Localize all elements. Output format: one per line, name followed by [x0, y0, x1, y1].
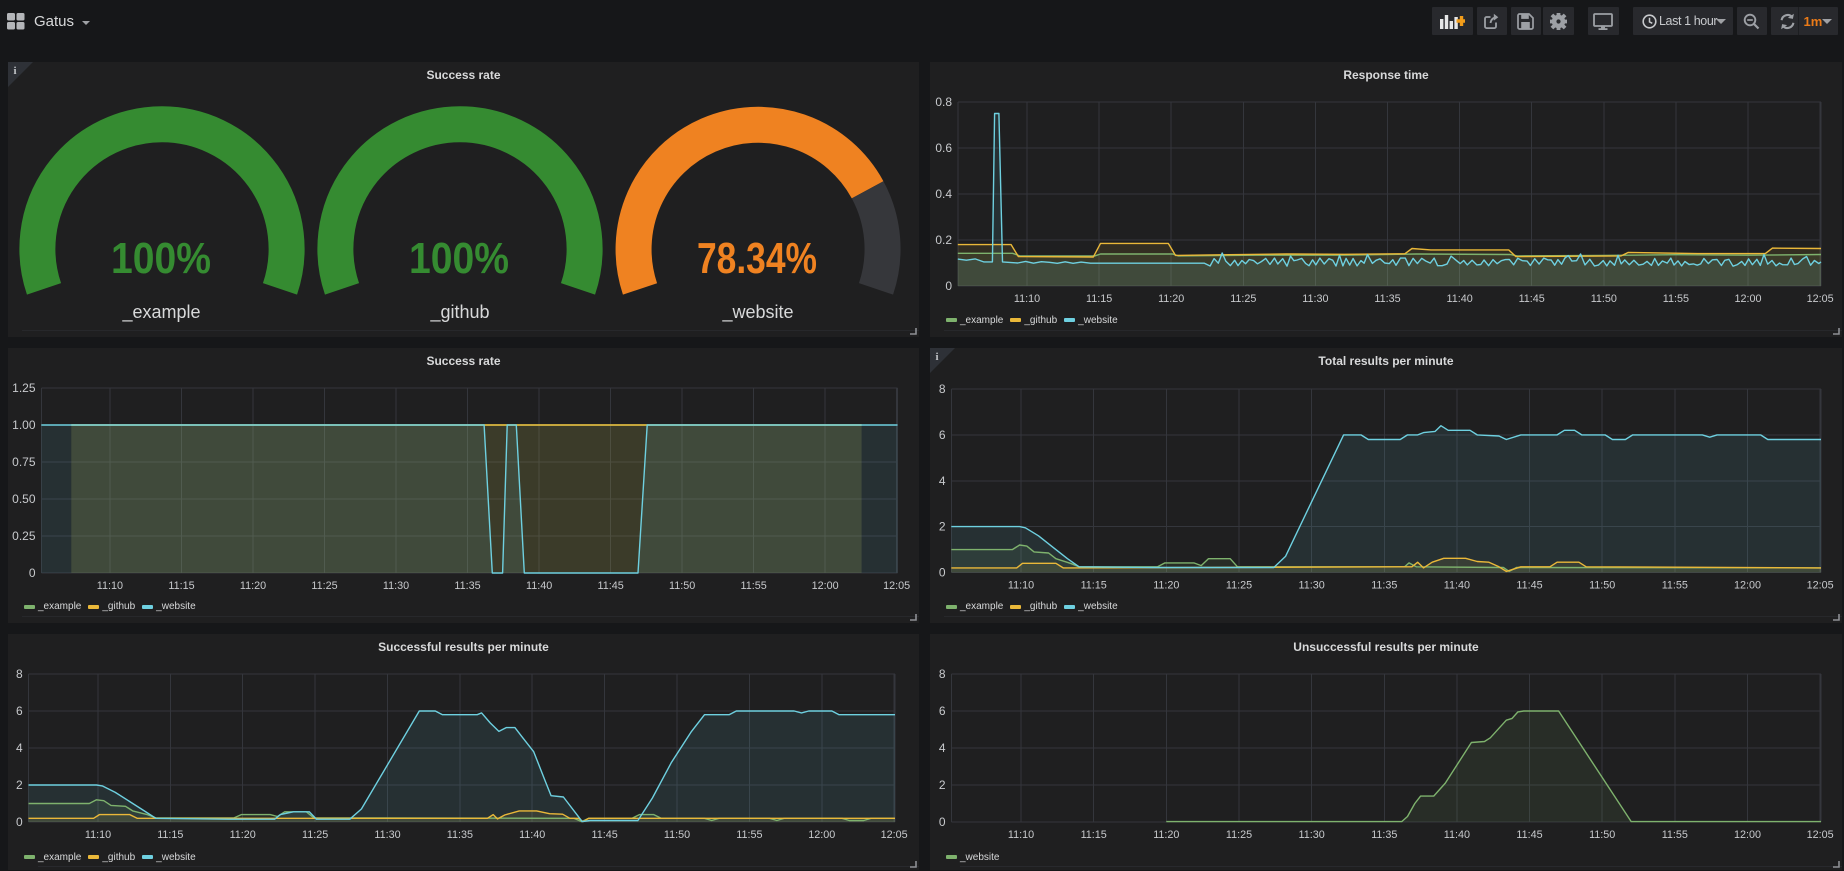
svg-text:0: 0	[939, 815, 946, 829]
svg-text:11:15: 11:15	[1086, 293, 1112, 305]
svg-text:11:45: 11:45	[1516, 829, 1542, 841]
svg-text:4: 4	[939, 741, 946, 755]
svg-text:12:05: 12:05	[1807, 829, 1834, 841]
svg-text:11:15: 11:15	[1081, 580, 1107, 592]
svg-text:11:50: 11:50	[1589, 580, 1615, 592]
svg-text:1.25: 1.25	[12, 381, 36, 395]
svg-text:11:55: 11:55	[736, 829, 762, 841]
svg-text:11:20: 11:20	[240, 580, 266, 592]
svg-text:2: 2	[16, 778, 23, 792]
svg-text:0: 0	[16, 815, 23, 829]
svg-text:0.75: 0.75	[12, 455, 36, 469]
svg-text:1.00: 1.00	[12, 418, 36, 432]
svg-text:11:20: 11:20	[1158, 293, 1184, 305]
svg-text:4: 4	[939, 474, 946, 488]
svg-text:12:00: 12:00	[812, 580, 839, 592]
svg-text:11:40: 11:40	[519, 829, 545, 841]
svg-text:0.6: 0.6	[935, 141, 952, 155]
svg-text:12:05: 12:05	[1807, 293, 1834, 305]
svg-text:i: i	[13, 65, 16, 77]
svg-text:0.25: 0.25	[12, 529, 36, 543]
svg-text:11:50: 11:50	[1591, 293, 1617, 305]
svg-text:4: 4	[16, 741, 23, 755]
svg-text:78.34%: 78.34%	[697, 234, 817, 283]
svg-text:12:05: 12:05	[1807, 580, 1834, 592]
svg-text:8: 8	[939, 382, 946, 396]
svg-text:11:25: 11:25	[302, 829, 328, 841]
svg-text:11:55: 11:55	[1662, 580, 1688, 592]
svg-text:11:55: 11:55	[1662, 829, 1688, 841]
svg-text:2: 2	[939, 520, 946, 534]
svg-text:0: 0	[939, 566, 946, 580]
svg-text:11:40: 11:40	[1446, 293, 1472, 305]
svg-text:11:45: 11:45	[1519, 293, 1545, 305]
svg-text:8: 8	[939, 667, 946, 681]
svg-text:11:35: 11:35	[1371, 580, 1397, 592]
svg-text:11:30: 11:30	[1298, 580, 1324, 592]
svg-text:11:35: 11:35	[447, 829, 473, 841]
svg-text:11:30: 11:30	[383, 580, 409, 592]
svg-text:11:50: 11:50	[664, 829, 690, 841]
svg-text:2: 2	[939, 778, 946, 792]
svg-text:11:10: 11:10	[1014, 293, 1040, 305]
svg-text:6: 6	[939, 704, 946, 718]
svg-text:11:10: 11:10	[97, 580, 123, 592]
svg-text:11:45: 11:45	[597, 580, 623, 592]
svg-text:11:40: 11:40	[1444, 829, 1470, 841]
svg-text:11:10: 11:10	[1008, 829, 1034, 841]
svg-text:12:05: 12:05	[881, 829, 908, 841]
svg-text:11:55: 11:55	[740, 580, 766, 592]
svg-text:11:30: 11:30	[1298, 829, 1324, 841]
svg-text:11:45: 11:45	[1516, 580, 1542, 592]
svg-text:100%: 100%	[111, 234, 211, 283]
svg-text:0: 0	[29, 566, 36, 580]
svg-text:11:40: 11:40	[1444, 580, 1470, 592]
svg-text:11:40: 11:40	[526, 580, 552, 592]
svg-text:0.4: 0.4	[935, 187, 952, 201]
svg-text:0.50: 0.50	[12, 492, 36, 506]
svg-text:11:55: 11:55	[1663, 293, 1689, 305]
svg-text:11:10: 11:10	[85, 829, 111, 841]
svg-text:11:20: 11:20	[1153, 829, 1179, 841]
svg-text:i: i	[935, 351, 938, 363]
svg-text:100%: 100%	[409, 234, 509, 283]
svg-text:12:00: 12:00	[808, 829, 835, 841]
svg-text:6: 6	[939, 428, 946, 442]
svg-text:11:25: 11:25	[1230, 293, 1256, 305]
svg-text:11:35: 11:35	[454, 580, 480, 592]
svg-text:0: 0	[945, 279, 952, 293]
svg-text:0.2: 0.2	[935, 233, 952, 247]
svg-text:6: 6	[16, 704, 23, 718]
svg-text:11:15: 11:15	[168, 580, 194, 592]
svg-text:11:50: 11:50	[669, 580, 695, 592]
svg-text:12:00: 12:00	[1734, 829, 1761, 841]
svg-text:11:45: 11:45	[591, 829, 617, 841]
svg-text:11:25: 11:25	[1226, 829, 1252, 841]
svg-text:11:35: 11:35	[1371, 829, 1397, 841]
svg-text:11:25: 11:25	[1226, 580, 1252, 592]
svg-text:11:15: 11:15	[157, 829, 183, 841]
svg-text:12:00: 12:00	[1734, 293, 1761, 305]
svg-text:11:10: 11:10	[1008, 580, 1034, 592]
svg-text:11:25: 11:25	[311, 580, 337, 592]
svg-text:12:00: 12:00	[1734, 580, 1761, 592]
svg-text:11:20: 11:20	[1153, 580, 1179, 592]
svg-text:11:15: 11:15	[1081, 829, 1107, 841]
svg-text:11:30: 11:30	[374, 829, 400, 841]
svg-text:11:20: 11:20	[230, 829, 256, 841]
svg-text:0.8: 0.8	[935, 95, 952, 109]
svg-text:12:05: 12:05	[883, 580, 910, 592]
svg-text:11:30: 11:30	[1302, 293, 1328, 305]
svg-text:11:50: 11:50	[1589, 829, 1615, 841]
svg-text:8: 8	[16, 667, 23, 681]
svg-text:11:35: 11:35	[1374, 293, 1400, 305]
